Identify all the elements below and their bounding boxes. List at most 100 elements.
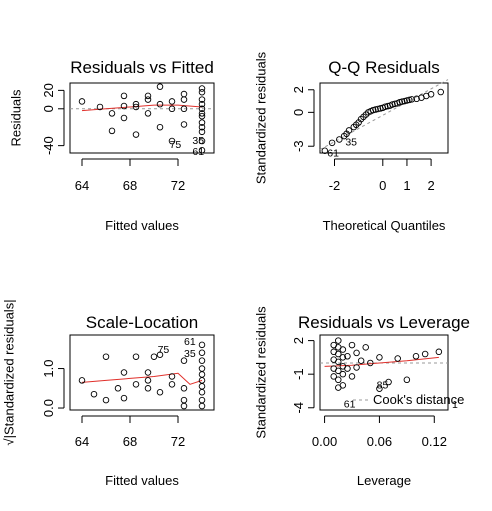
- x-tick-label: 0.12: [422, 434, 447, 449]
- y-tick-label: 0: [41, 105, 56, 112]
- point-label: 75: [170, 139, 182, 151]
- y-tick-label: -4: [291, 402, 306, 414]
- plot-frame: [69, 334, 215, 411]
- data-point: [168, 137, 176, 145]
- data-point: [372, 106, 379, 113]
- y-tick-label: 0: [291, 109, 306, 116]
- data-point: [198, 402, 206, 410]
- chart-title: Q-Q Residuals: [328, 58, 439, 77]
- data-point: [198, 137, 206, 145]
- point-label: 61: [184, 336, 196, 348]
- x-tick-label: 0.06: [367, 434, 392, 449]
- data-point: [376, 354, 383, 361]
- data-point: [144, 377, 152, 384]
- smoother-line: [324, 356, 439, 367]
- data-point: [108, 110, 116, 117]
- data-point: [394, 355, 401, 362]
- data-point: [156, 388, 164, 396]
- data-point: [396, 98, 403, 106]
- chart-title: Scale-Location: [86, 313, 198, 332]
- data-point: [198, 112, 206, 120]
- data-point: [156, 123, 164, 131]
- x-tick-label: 68: [123, 178, 137, 193]
- plot-frame: [319, 334, 449, 411]
- point-label: 61: [327, 147, 339, 159]
- plot-frame: [319, 82, 449, 154]
- y-tick-label: -40: [41, 136, 56, 155]
- data-point: [108, 127, 116, 135]
- data-point: [102, 396, 110, 404]
- data-point: [385, 378, 392, 386]
- y-tick-label: -3: [291, 140, 306, 152]
- chart-title: Residuals vs Fitted: [70, 58, 214, 77]
- data-point: [168, 98, 176, 105]
- data-point: [330, 373, 337, 380]
- data-point: [78, 98, 86, 105]
- data-point: [412, 353, 420, 360]
- data-point: [427, 91, 435, 98]
- data-point: [353, 364, 360, 371]
- data-point: [168, 373, 176, 380]
- data-point: [132, 131, 140, 138]
- data-point: [336, 136, 343, 143]
- data-point: [114, 385, 122, 392]
- data-point: [403, 376, 411, 384]
- data-point: [362, 344, 369, 351]
- data-point: [168, 381, 176, 388]
- data-point: [156, 83, 164, 90]
- point-label: 85: [377, 379, 389, 391]
- data-point: [78, 377, 86, 384]
- data-point: [198, 96, 206, 103]
- point-label: 35: [192, 135, 204, 147]
- data-point: [144, 385, 152, 392]
- data-point: [144, 92, 152, 100]
- x-tick-label: 0: [379, 178, 386, 193]
- data-point: [132, 100, 140, 108]
- x-tick-label: 68: [123, 434, 137, 449]
- point-label: 75: [158, 344, 170, 356]
- data-point: [198, 371, 206, 378]
- data-point: [198, 119, 206, 126]
- data-point: [180, 396, 188, 404]
- data-point: [406, 96, 413, 104]
- data-point: [367, 359, 374, 367]
- data-point: [328, 139, 336, 147]
- data-point: [198, 88, 206, 96]
- data-point: [120, 114, 128, 122]
- data-point: [348, 373, 356, 380]
- x-tick-label: -2: [329, 178, 341, 193]
- data-point: [389, 101, 396, 108]
- smoother-line: [81, 372, 203, 385]
- panel-2: Q-Q Residuals Theoretical Quantiles Standa…: [253, 51, 449, 233]
- data-point: [345, 127, 353, 134]
- data-point: [144, 110, 152, 117]
- data-point: [120, 394, 128, 402]
- data-point: [369, 106, 377, 114]
- data-point: [353, 349, 360, 357]
- data-point: [198, 110, 206, 117]
- data-point: [339, 382, 347, 389]
- point-label: 35: [345, 137, 357, 149]
- data-point: [132, 353, 140, 360]
- data-point: [321, 147, 329, 154]
- data-point: [180, 105, 188, 113]
- x-tick-label: 2: [427, 178, 434, 193]
- data-point: [198, 388, 206, 396]
- data-point: [435, 348, 443, 356]
- data-point: [348, 341, 356, 349]
- data-point: [335, 367, 342, 375]
- data-point: [198, 123, 206, 131]
- y-axis-label: Residuals: [8, 89, 23, 147]
- y-tick-label: 20: [41, 83, 56, 97]
- y-axis-label: √|Standardized residuals|: [1, 299, 16, 445]
- x-tick-label: 1: [403, 178, 410, 193]
- data-point: [403, 97, 411, 104]
- data-point: [401, 97, 408, 105]
- chart-title: Residuals vs Leverage: [298, 313, 470, 332]
- data-point: [198, 105, 206, 113]
- data-point: [381, 103, 389, 110]
- point-label: 61: [192, 146, 204, 158]
- data-point: [408, 96, 416, 103]
- data-point: [198, 396, 206, 404]
- cooks-distance-legend: Cook's distance: [373, 392, 464, 407]
